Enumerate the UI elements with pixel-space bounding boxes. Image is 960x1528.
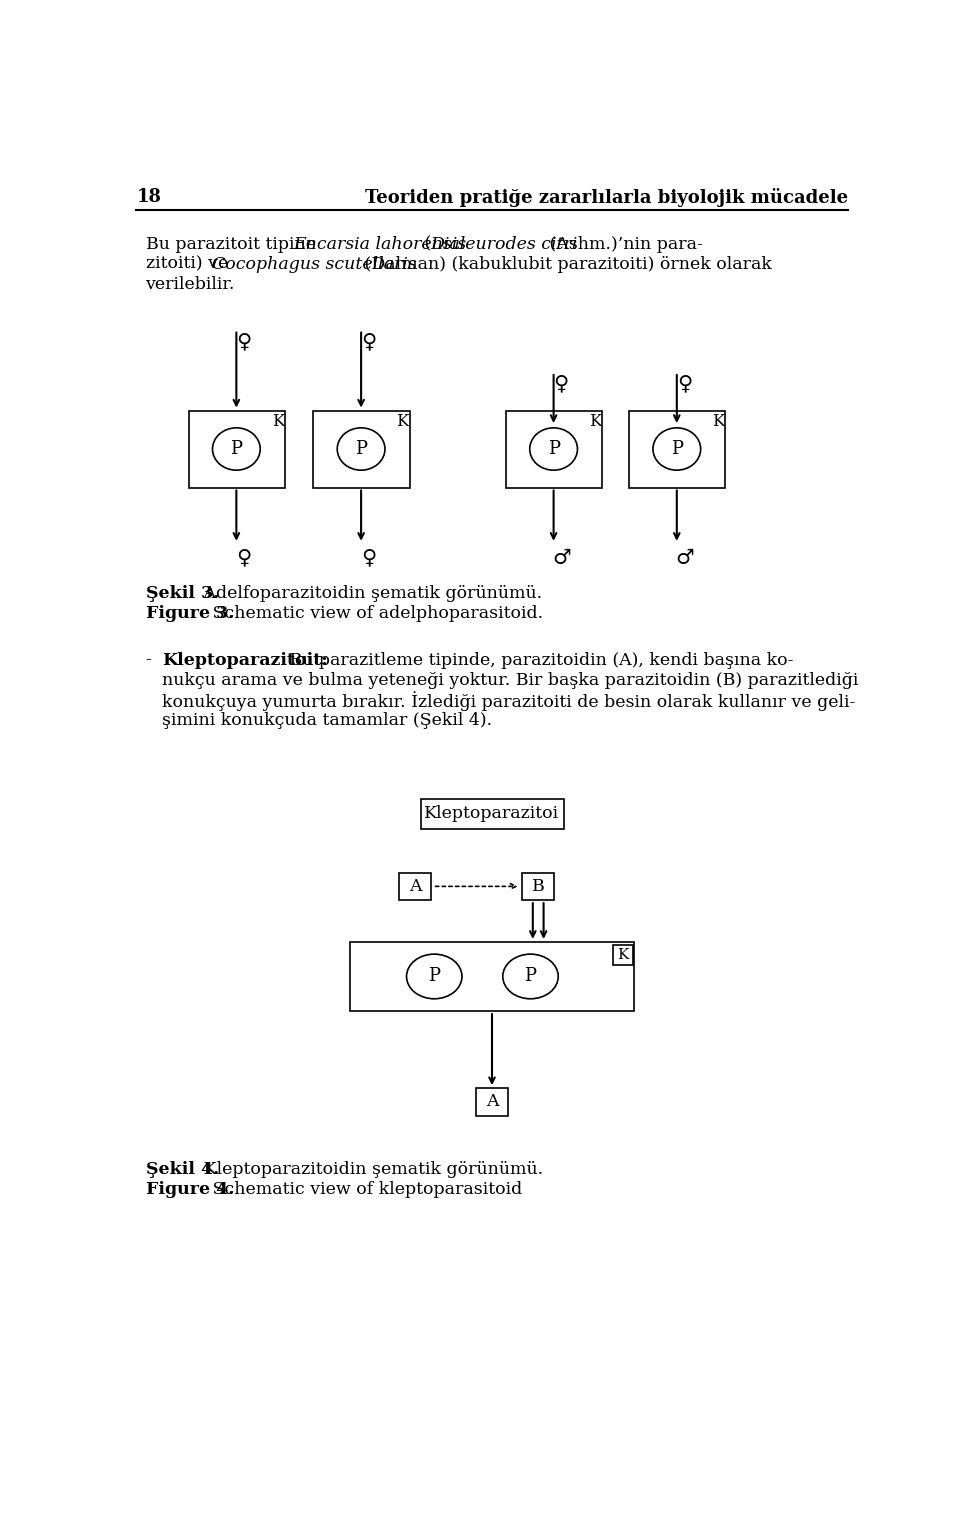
Text: K: K [396, 413, 409, 429]
Bar [476, 1088, 508, 1115]
Text: Kleptoparazitoidin şematik görünümü.: Kleptoparazitoidin şematik görünümü. [198, 1161, 543, 1178]
Ellipse shape [653, 428, 701, 471]
Text: nukçu arama ve bulma yeteneği yoktur. Bir başka parazitoidin (B) parazitlediği: nukçu arama ve bulma yeteneği yoktur. Bi… [162, 671, 859, 689]
Ellipse shape [406, 953, 462, 999]
Text: Şekil 4.: Şekil 4. [146, 1161, 219, 1178]
Ellipse shape [212, 428, 260, 471]
Ellipse shape [337, 428, 385, 471]
Text: Teoriden pratiğe zararlılarla biyolojik mücadele: Teoriden pratiğe zararlılarla biyolojik … [365, 188, 848, 206]
Text: ♂: ♂ [552, 547, 570, 567]
Text: Schematic view of adelphoparasitoid.: Schematic view of adelphoparasitoid. [207, 605, 543, 622]
Text: (: ( [419, 235, 431, 252]
Bar [612, 944, 633, 964]
Text: Kleptoparazitoi: Kleptoparazitoi [424, 805, 560, 822]
Text: P: P [524, 967, 537, 986]
Text: ♀: ♀ [361, 332, 376, 351]
Text: P: P [428, 967, 441, 986]
Text: konukçuya yumurta bırakır. İzlediği parazitoiti de besin olarak kullanır ve geli: konukçuya yumurta bırakır. İzlediği para… [162, 692, 855, 712]
Ellipse shape [530, 428, 578, 471]
Text: Figure 3.: Figure 3. [146, 605, 233, 622]
Bar [188, 411, 285, 487]
Text: Şekil 3.: Şekil 3. [146, 585, 219, 602]
Ellipse shape [503, 953, 558, 999]
Text: B: B [532, 879, 544, 895]
Text: ♀: ♀ [236, 547, 252, 567]
Text: Figure 4.: Figure 4. [146, 1181, 233, 1198]
Bar [398, 872, 431, 900]
Text: verilebilir.: verilebilir. [146, 275, 235, 293]
Text: P: P [547, 440, 560, 458]
Text: A: A [409, 879, 421, 895]
Text: ♀: ♀ [677, 373, 692, 394]
Bar [506, 411, 602, 487]
Text: zitoiti) ve: zitoiti) ve [146, 255, 233, 272]
Text: K: K [272, 413, 284, 429]
Text: Cocophagus scutellaris: Cocophagus scutellaris [212, 255, 417, 272]
Bar [349, 941, 635, 1012]
Text: (Ashm.)’nin para-: (Ashm.)’nin para- [544, 235, 704, 252]
Text: ♂: ♂ [675, 547, 694, 567]
Text: P: P [230, 440, 242, 458]
Text: şimini konukçuda tamamlar (Şekil 4).: şimini konukçuda tamamlar (Şekil 4). [162, 712, 492, 729]
Text: ♀: ♀ [554, 373, 569, 394]
Bar [313, 411, 410, 487]
Text: Encarsia lahorensis: Encarsia lahorensis [294, 235, 467, 252]
Text: P: P [355, 440, 367, 458]
Bar [629, 411, 726, 487]
Text: Bu parazitoit tipine: Bu parazitoit tipine [146, 235, 321, 252]
Text: K: K [712, 413, 725, 429]
Text: A: A [486, 1094, 498, 1111]
Text: Kleptoparazitoit:: Kleptoparazitoit: [162, 651, 328, 669]
Text: K: K [617, 947, 629, 963]
Bar [522, 872, 554, 900]
Text: K: K [588, 413, 601, 429]
Text: 18: 18 [136, 188, 161, 206]
Text: -: - [146, 651, 152, 669]
Text: Schematic view of kleptoparasitoid: Schematic view of kleptoparasitoid [207, 1181, 522, 1198]
Text: Dialeurodes citri: Dialeurodes citri [430, 235, 578, 252]
Text: ♀: ♀ [236, 332, 252, 351]
Text: Bu parazitleme tipinde, parazitoidin (A), kendi başına ko-: Bu parazitleme tipinde, parazitoidin (A)… [284, 651, 794, 669]
Text: (Dalman) (kabuklubit parazitoiti) örnek olarak: (Dalman) (kabuklubit parazitoiti) örnek … [359, 255, 772, 272]
Bar [421, 799, 564, 828]
Text: ♀: ♀ [361, 547, 376, 567]
Text: P: P [671, 440, 683, 458]
Text: Adelfoparazitoidin şematik görünümü.: Adelfoparazitoidin şematik görünümü. [198, 585, 542, 602]
